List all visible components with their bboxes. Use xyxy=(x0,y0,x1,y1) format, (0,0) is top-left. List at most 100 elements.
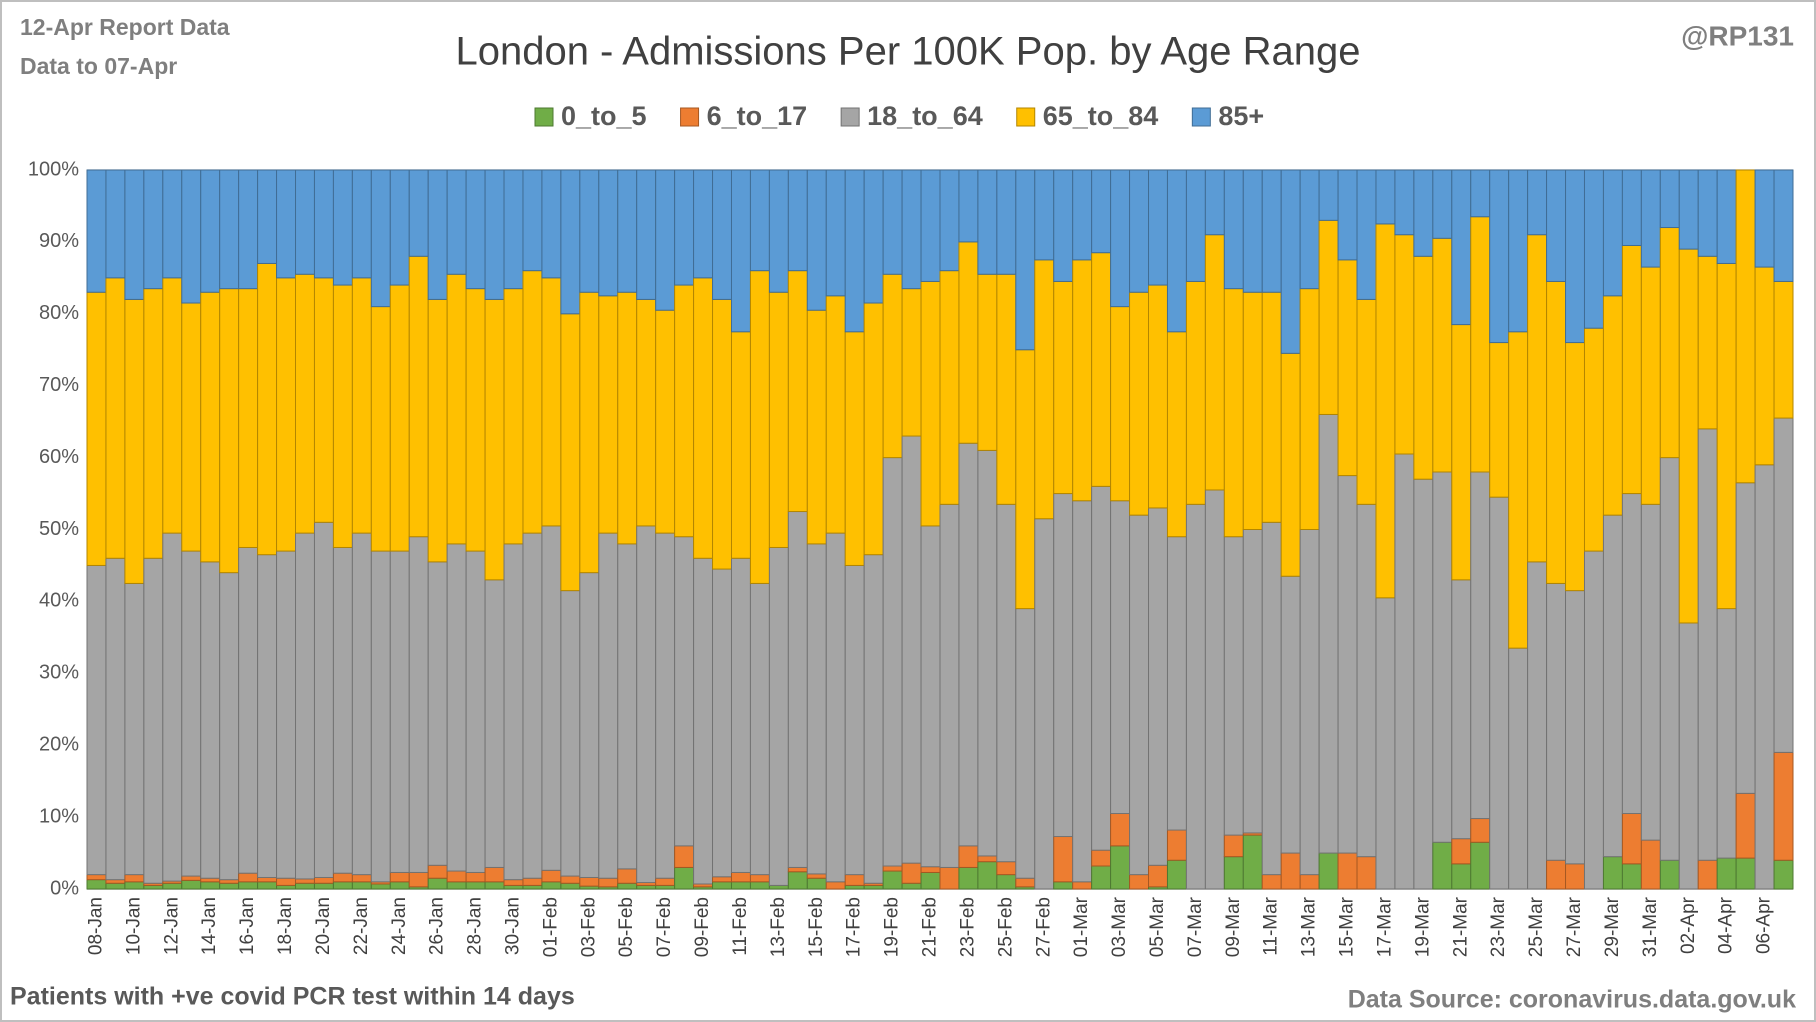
legend-label: 85+ xyxy=(1218,101,1264,131)
bar-segment xyxy=(674,536,695,847)
bar-segment xyxy=(712,169,732,300)
bar-segment xyxy=(579,572,600,878)
bar-segment xyxy=(541,869,562,883)
bar-segment xyxy=(105,169,126,279)
bar-segment xyxy=(219,169,240,290)
bar-segment xyxy=(1565,342,1585,592)
bar-segment xyxy=(332,872,353,883)
x-tick-label: 14-Jan xyxy=(199,897,220,955)
bar-segment xyxy=(617,543,638,870)
bar-segment xyxy=(1299,169,1320,290)
bar-segment xyxy=(1280,852,1301,890)
bar-segment xyxy=(1337,259,1358,477)
bar-segment xyxy=(730,331,751,559)
bar-segment xyxy=(958,241,979,444)
bar-segment xyxy=(730,557,751,873)
bar-segment xyxy=(768,291,789,548)
bar-segment xyxy=(257,169,278,264)
bar-segment xyxy=(1015,169,1036,351)
bar-segment xyxy=(1299,288,1320,531)
x-tick-label: 26-Jan xyxy=(427,897,448,955)
bar-segment xyxy=(939,503,960,868)
bar-segment xyxy=(465,871,486,883)
bar-segment xyxy=(465,881,486,890)
bar-segment xyxy=(105,882,126,890)
x-tick-label: 22-Jan xyxy=(351,897,372,955)
bar-segment xyxy=(484,866,505,883)
bar-segment xyxy=(313,521,334,878)
bar-segment xyxy=(143,557,164,884)
bar-segment xyxy=(1432,841,1453,890)
bar-segment xyxy=(219,879,240,884)
bar-segment xyxy=(503,288,524,545)
bar-segment xyxy=(977,449,998,857)
bar-segment xyxy=(1432,237,1453,473)
bar-segment xyxy=(977,861,998,890)
bar-segment xyxy=(427,298,448,563)
bar-segment xyxy=(1546,169,1567,282)
bar-segment xyxy=(882,870,903,890)
x-tick-label: 19-Mar xyxy=(1412,896,1433,957)
bar-segment xyxy=(1527,169,1548,236)
bar-segment xyxy=(1129,291,1150,516)
bar-segment xyxy=(882,865,903,872)
bar-segment xyxy=(1754,464,1775,890)
bar-segment xyxy=(124,169,145,300)
bar-segment xyxy=(181,879,202,890)
bar-segment xyxy=(1166,536,1187,831)
bar-segment xyxy=(1621,493,1642,815)
bar-segment xyxy=(1375,169,1396,225)
bar-segment xyxy=(1640,169,1661,268)
bar-segment xyxy=(1621,169,1642,246)
x-tick-label: 29-Mar xyxy=(1602,896,1623,957)
bar-segment xyxy=(560,882,581,890)
bar-segment xyxy=(257,876,278,883)
bar-segment xyxy=(219,572,240,881)
y-tick-label: 100% xyxy=(28,158,79,180)
bar-segment xyxy=(996,861,1017,876)
bar-segment xyxy=(181,302,202,552)
bar-segment xyxy=(332,881,353,890)
bar-segment xyxy=(181,169,202,304)
x-tick-label: 31-Mar xyxy=(1640,896,1661,957)
bar-segment xyxy=(351,169,372,279)
bar-segment xyxy=(560,313,581,592)
bar-segment xyxy=(370,306,391,552)
chart-title: London - Admissions Per 100K Pop. by Age… xyxy=(455,30,1360,74)
bar-segment xyxy=(617,291,638,545)
y-tick-label: 40% xyxy=(39,590,79,612)
bar-segment xyxy=(825,881,846,890)
bar-segment xyxy=(712,568,732,878)
bar-segment xyxy=(712,881,732,890)
bar-segment xyxy=(636,298,657,527)
bar-segment xyxy=(1394,169,1415,236)
bar-segment xyxy=(1394,234,1415,455)
bar-segment xyxy=(1735,169,1756,484)
bar-segment xyxy=(844,169,865,333)
bar-segment xyxy=(882,273,903,459)
footnote: Patients with +ve covid PCR test within … xyxy=(10,983,575,1011)
bar-segment xyxy=(541,277,562,527)
bar-segment xyxy=(351,874,372,883)
bar-segment xyxy=(1394,453,1415,890)
x-tick-label: 28-Jan xyxy=(465,897,486,955)
report-date: 12-Apr Report Data xyxy=(20,14,230,40)
bar-segment xyxy=(1053,280,1074,495)
legend-label: 65_to_84 xyxy=(1043,101,1159,131)
y-tick-label: 70% xyxy=(39,374,79,396)
bar-segment xyxy=(617,868,638,884)
bar-segment xyxy=(901,169,922,290)
bar-segment xyxy=(598,532,619,879)
x-tick-label: 09-Mar xyxy=(1223,896,1244,957)
bar-segment xyxy=(1280,169,1301,354)
bar-segment xyxy=(465,288,486,552)
bar-segment xyxy=(1432,471,1453,843)
x-tick-label: 15-Mar xyxy=(1337,896,1358,957)
bar-segment xyxy=(295,882,315,890)
bar-segment xyxy=(276,884,297,890)
bar-segment xyxy=(1773,751,1794,861)
bar-segment xyxy=(1185,169,1206,282)
bar-segment xyxy=(1375,223,1396,599)
bar-segment xyxy=(1565,169,1585,344)
